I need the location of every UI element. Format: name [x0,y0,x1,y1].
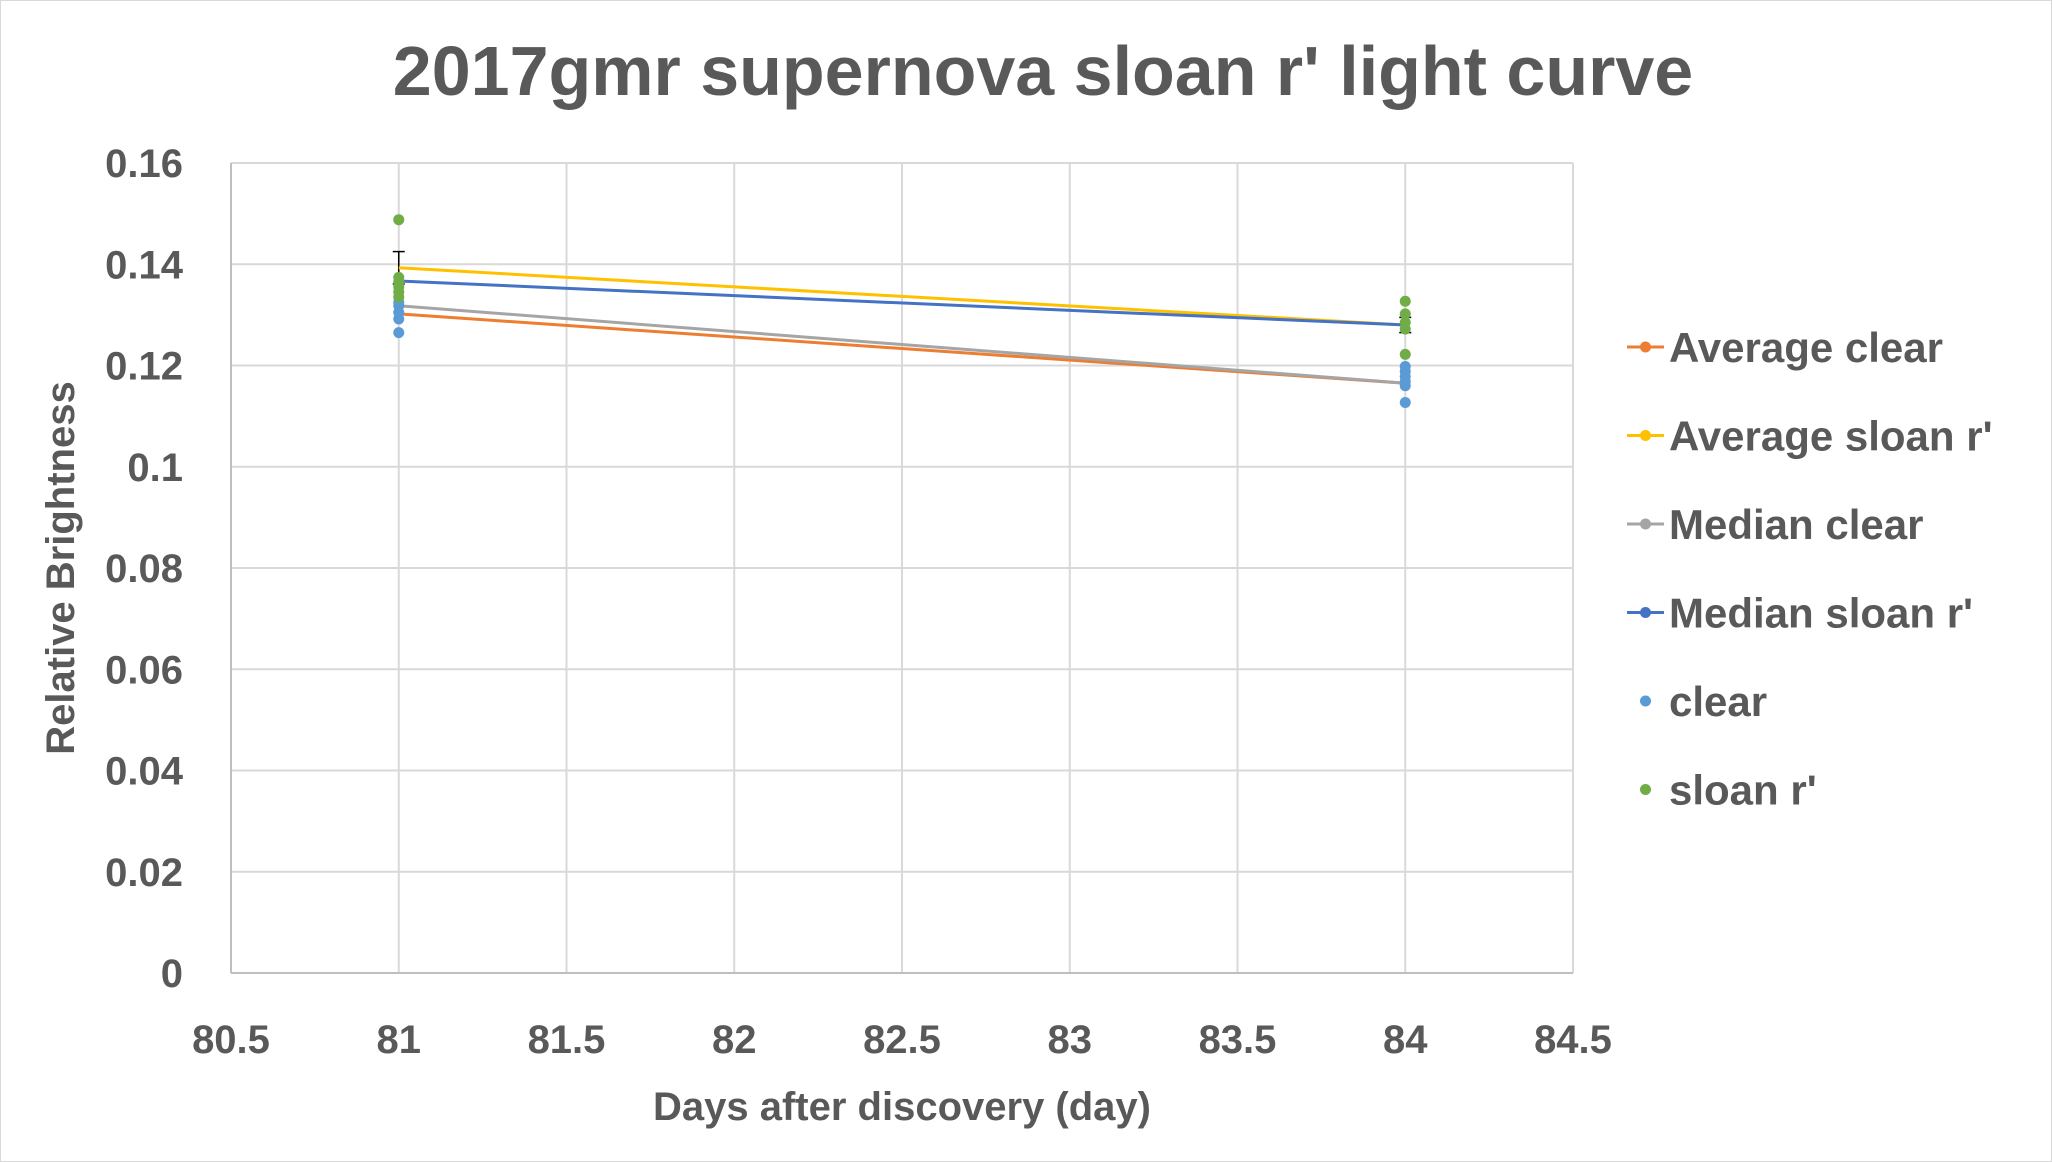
legend-label-median-sloan-r: Median sloan r' [1669,590,1973,637]
legend-marker-median-clear [1640,518,1651,530]
y-tick-label: 0.16 [105,142,183,186]
legend-label-average-clear: Average clear [1669,324,1943,371]
axes [230,163,1573,974]
median-clear-line [398,304,1406,385]
x-tick-labels: 80.5 81 81.5 82 82.5 83 83.5 84 84.5 [192,1018,1612,1062]
legend-marker-average-sloan-r [1640,430,1651,441]
x-tick-label: 83 [1048,1018,1093,1062]
sloan-r-point [393,214,405,226]
y-tick-label: 0.02 [105,851,183,895]
x-tick-label: 84 [1383,1018,1428,1062]
y-tick-label: 0.1 [127,446,183,490]
legend-label-clear: clear [1669,678,1767,725]
sloan-r-point [1399,295,1411,307]
y-tick-labels: 0 0.02 0.04 0.06 0.08 0.1 0.12 0.14 0.16 [105,142,184,996]
x-tick-label: 84.5 [1534,1018,1612,1062]
x-tick-label: 81.5 [528,1018,606,1062]
y-tick-label: 0.08 [105,547,183,591]
sloan-r-point [1399,323,1411,335]
y-tick-label: 0 [161,952,183,996]
clear-point [1399,396,1411,408]
legend-marker-average-clear [1640,341,1651,353]
legend-marker-median-sloan-r [1640,607,1651,618]
legend-marker-sloan-r [1640,784,1651,795]
x-tick-label: 82.5 [863,1018,941,1062]
sloan-r-point [393,291,405,303]
legend-label-median-clear: Median clear [1669,501,1923,548]
data-series [392,214,1412,408]
x-axis-label: Days after discovery (day) [653,1085,1151,1129]
legend: Average clear Average sloan r' Median clea… [1627,324,1993,814]
legend-marker-clear [1640,695,1651,707]
x-tick-label: 81 [377,1018,422,1062]
y-tick-label: 0.06 [105,648,183,692]
median-sloan-r-line [398,279,1406,327]
clear-point [393,327,405,339]
y-tick-label: 0.12 [105,345,183,389]
clear-point [1399,361,1411,373]
legend-label-sloan-r: sloan r' [1669,767,1817,814]
x-tick-label: 83.5 [1199,1018,1277,1062]
sloan-r-point [1399,308,1411,320]
y-tick-label: 0.04 [105,750,184,794]
legend-label-average-sloan-r: Average sloan r' [1669,413,1993,460]
y-axis-label: Relative Brightness [39,381,83,754]
x-tick-label: 82 [712,1018,757,1062]
average-sloan-r-line [398,266,1406,327]
x-tick-label: 80.5 [192,1018,270,1062]
y-tick-label: 0.14 [105,243,184,287]
chart-title: 2017gmr supernova sloan r' light curve [393,32,1693,110]
sloan-r-point [1399,348,1411,360]
